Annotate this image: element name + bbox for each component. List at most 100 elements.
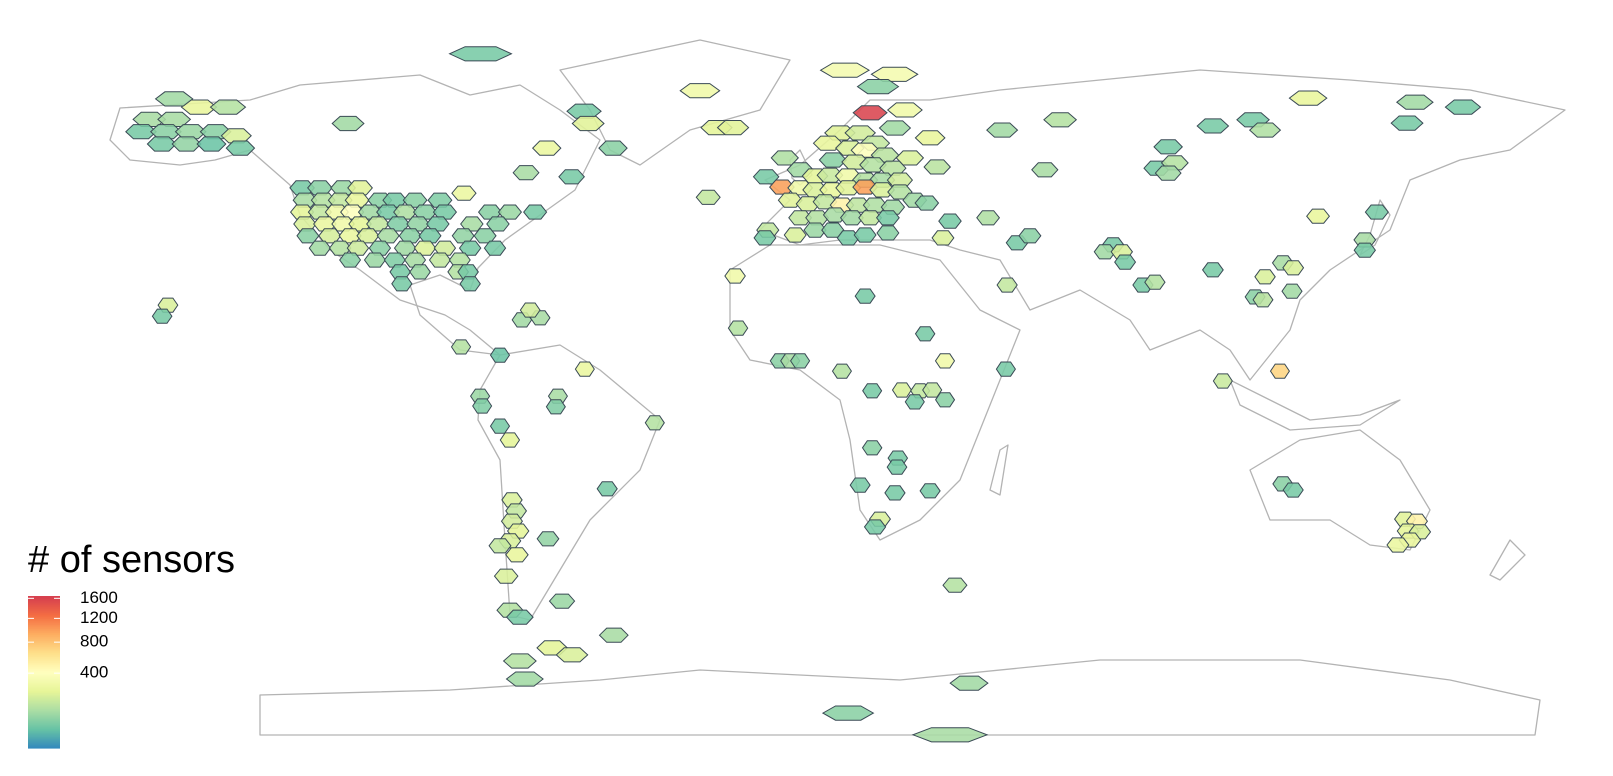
hexbin [812,135,844,151]
colorbar-segment [28,694,60,697]
hexbin [803,222,827,238]
hexbin [816,167,844,183]
hexbin [1395,94,1434,110]
hexbin [942,577,968,593]
hexbin [598,627,629,643]
hexbin [432,204,458,220]
hexbin [1386,537,1410,553]
hexbin [196,136,227,152]
colorbar-segment [28,638,60,641]
land-outlines [109,39,1566,736]
hexbin [149,124,182,140]
colorbar-segment [28,690,60,693]
hexbin [339,252,362,268]
hexbin [146,136,177,152]
colorbar-segment [28,716,60,719]
hexbin [426,216,450,232]
hexbin [854,288,876,304]
hexbin [596,481,618,497]
hexbin [884,485,906,501]
hexbin [679,83,721,99]
colorbar-segment [28,652,60,655]
hexbin [949,675,989,691]
hexbin [644,415,665,431]
hexbin [493,568,519,584]
hexbin [483,240,507,256]
colorbar-segment [28,622,60,625]
colorbar-segment [28,700,60,703]
colorbar-segment [28,666,60,669]
hexbin [409,264,431,280]
hexbin [727,320,749,336]
colorbar-segment [28,692,60,695]
hexbin [1144,274,1166,290]
legend-title: # of sensors [28,539,235,581]
colorbar-segment [28,668,60,671]
hexbin [1269,363,1291,379]
hexbin [986,122,1019,138]
colorbar-segment [28,650,60,653]
hexbin [1196,118,1230,134]
hexbin [783,227,807,243]
hexbin [308,240,332,256]
colorbar-segment [28,684,60,687]
hexbin [555,647,589,663]
colorbar-segment [28,738,60,741]
hexbin [531,140,562,156]
colorbar-segment [28,658,60,661]
hexbin [1306,208,1331,224]
hexbin [154,91,194,107]
colorbar-segment [28,696,60,699]
colorbar-segment [28,670,60,673]
hexbin [174,124,207,140]
colorbar-segment [28,724,60,727]
colorbar-segment [28,714,60,717]
legend-tick-label: 1200 [80,608,118,627]
colorbar-segment [28,654,60,657]
hexbin [878,120,912,136]
colorbar-segment [28,642,60,645]
antarctica [259,659,1541,736]
colorbar-segment [28,632,60,635]
colorbar-segment [28,726,60,729]
colorbar-segment [28,708,60,711]
colorbar-segment [28,740,60,743]
hexbin [904,394,925,410]
hexbin [1444,99,1482,115]
hexbin [1018,228,1042,244]
hexbin [831,363,853,379]
colorbar-segment [28,620,60,623]
hexbin [433,240,457,256]
colorbar-segment [28,624,60,627]
colorbar-segment [28,618,60,621]
hexbin [451,185,477,201]
hexbin [488,538,512,554]
hexbin [805,210,830,226]
hexbin [574,361,595,377]
greenland [559,39,791,166]
indonesia [1229,379,1401,431]
hexbin [996,277,1018,293]
hexbin [505,671,544,687]
hexbin [1043,112,1078,128]
colorbar-segment [28,728,60,731]
south-america [477,344,661,621]
hexbin [869,182,895,198]
colorbar-segment [28,656,60,659]
hexbin [870,66,919,82]
hexbin [346,240,370,256]
hexbin [489,347,511,363]
hexbin [413,240,437,256]
hexbin [571,115,605,132]
colorbar-segment [28,596,60,599]
colorbar-segment [28,626,60,629]
colorbar-segment [28,628,60,631]
hexbin [548,593,576,609]
colorbar-segment [28,634,60,637]
hexbin [125,124,157,140]
colorbar-segment [28,730,60,733]
hexbin [886,102,923,118]
hexbin [1364,204,1389,220]
colorbar-segment [28,630,60,633]
